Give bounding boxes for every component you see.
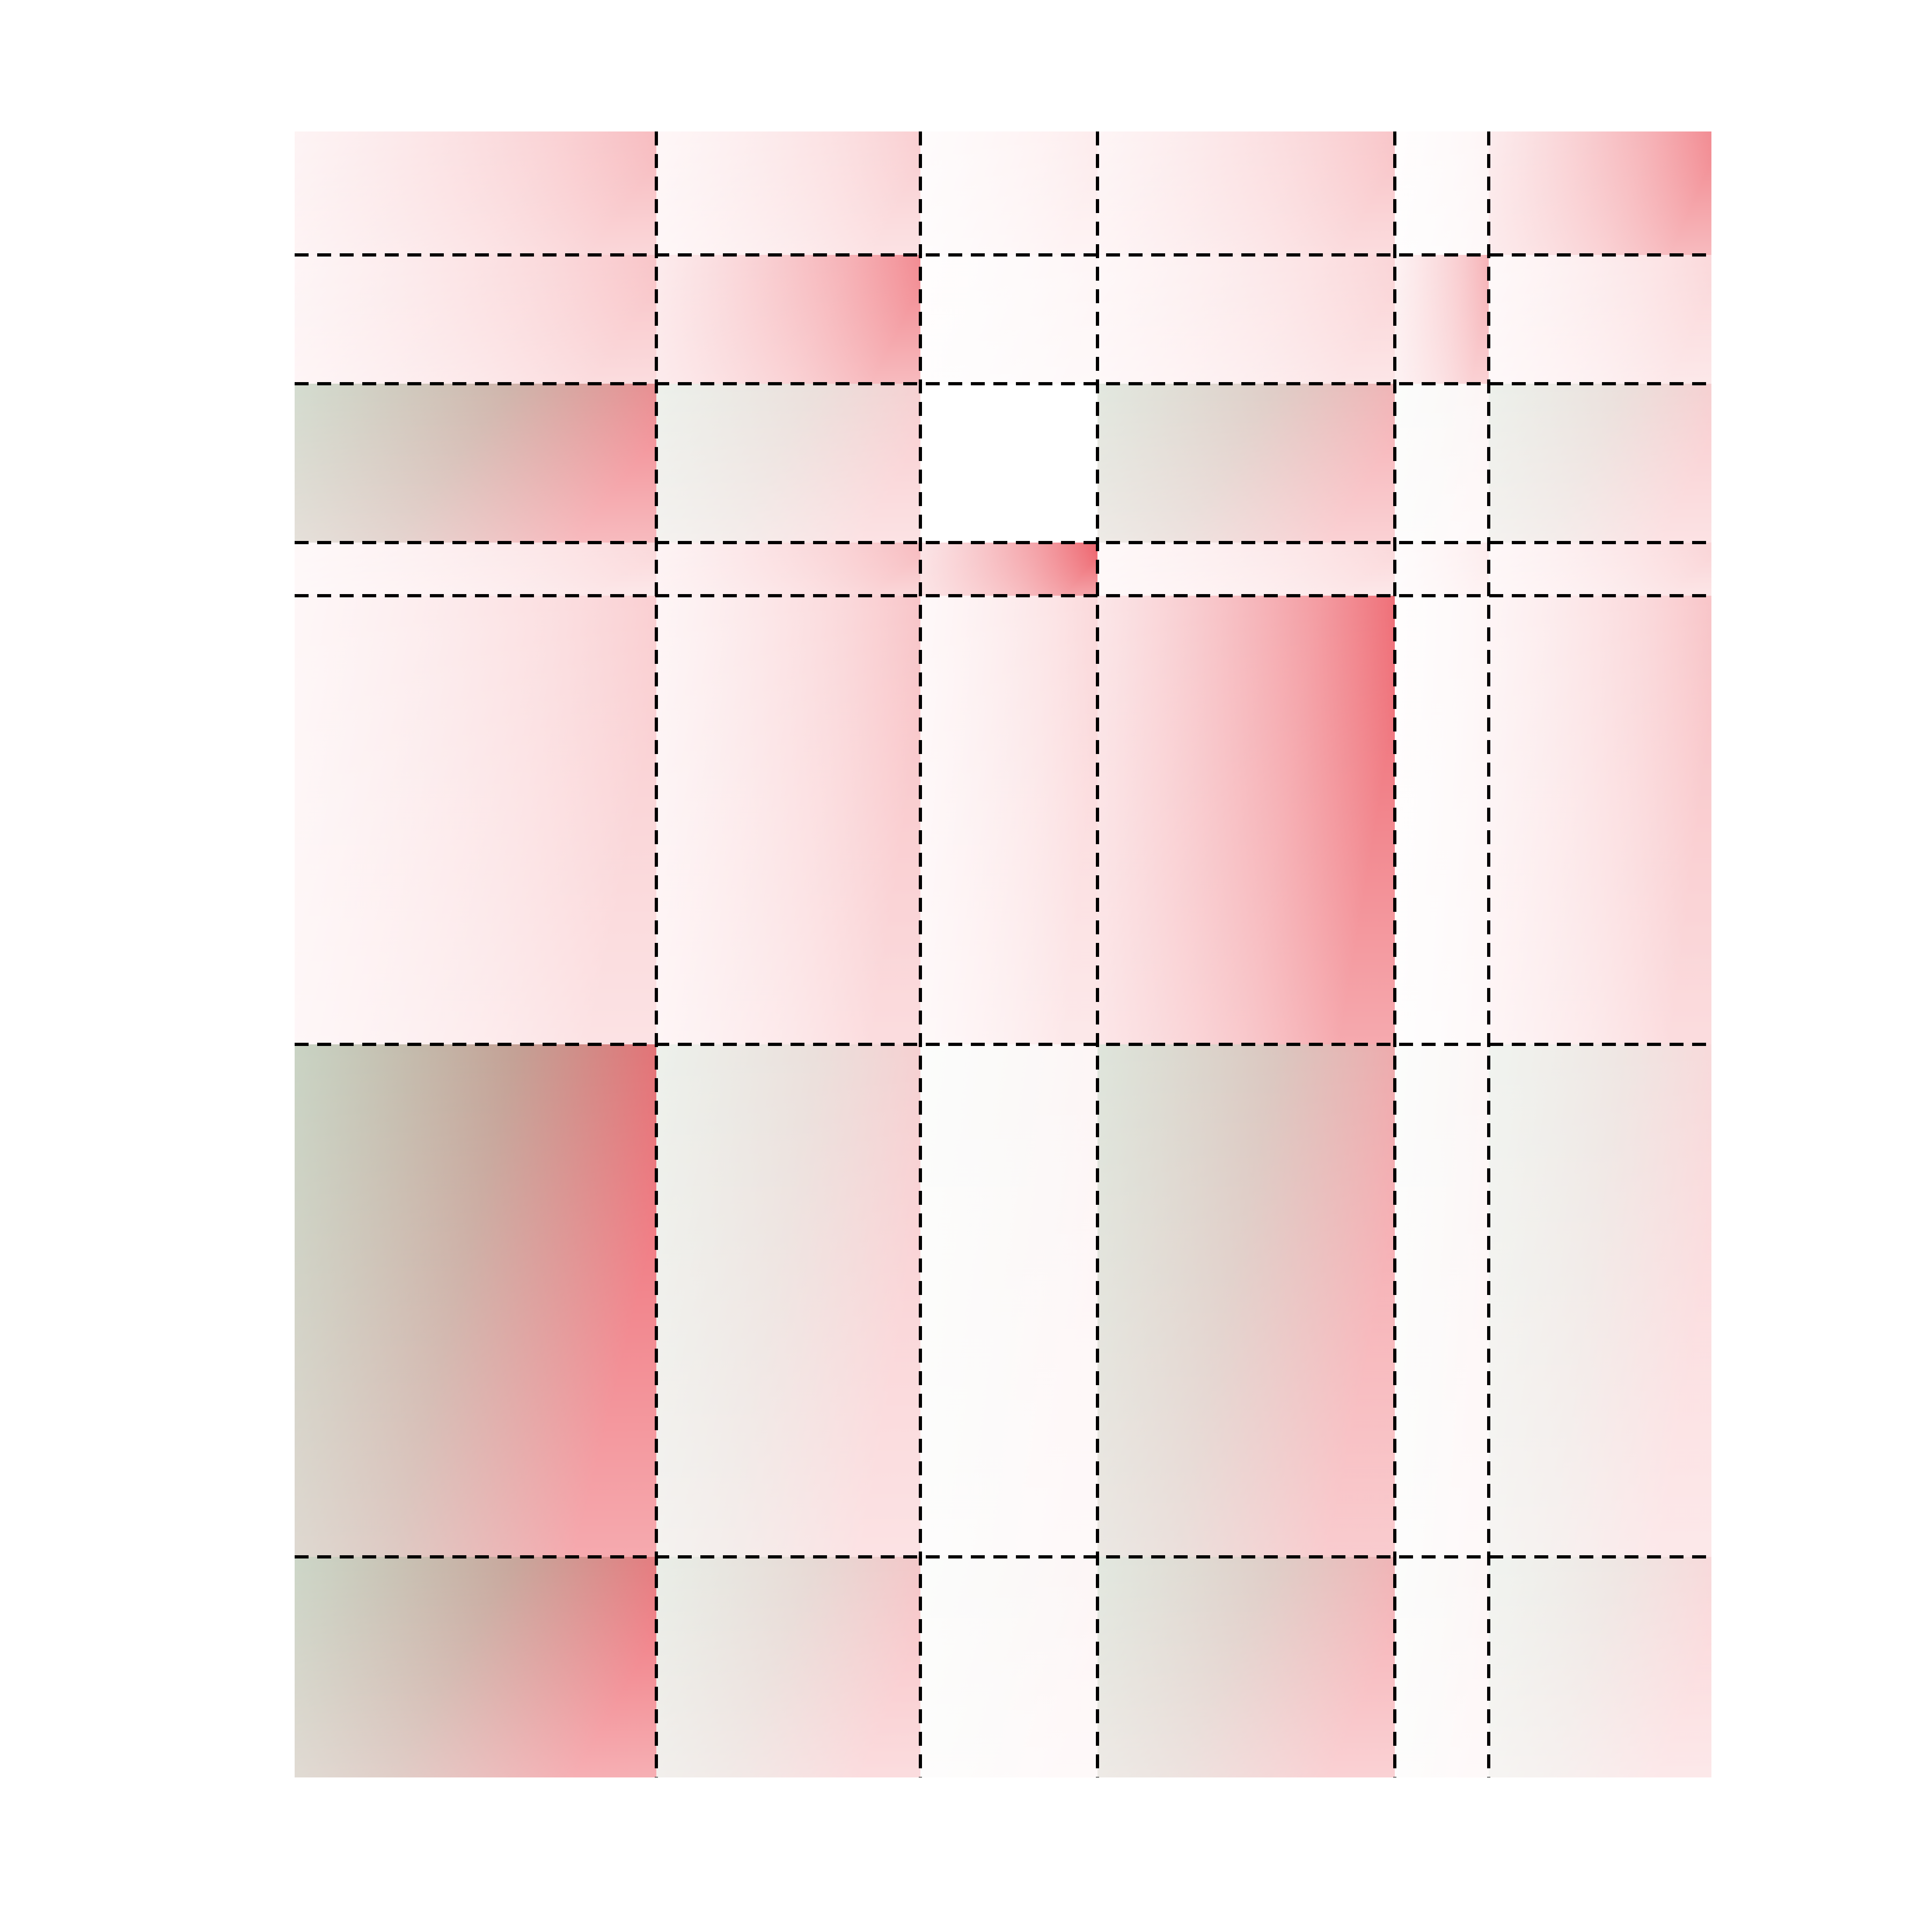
block-fade [295, 131, 656, 255]
block-fade [295, 384, 656, 543]
block-fade [656, 255, 920, 384]
block-fade [1097, 131, 1395, 255]
block-fade [920, 1557, 1097, 1777]
block-fade [1489, 1044, 1711, 1557]
cells [295, 131, 1711, 1777]
block-fade [920, 255, 1097, 384]
block-fade [656, 131, 920, 255]
block-fade [1395, 255, 1489, 384]
block-fade [656, 1044, 920, 1557]
block-fade [656, 543, 920, 596]
block-fade [295, 255, 656, 384]
block-fade [1395, 384, 1489, 543]
block-fade [295, 1557, 656, 1777]
block-fade [1395, 131, 1489, 255]
block-fade [1395, 1044, 1489, 1557]
block-fade [1489, 131, 1711, 255]
block-fade [656, 1557, 920, 1777]
block-fade [1097, 384, 1395, 543]
block-fade [1097, 1044, 1395, 1557]
block-fade [295, 596, 656, 1044]
block-fade [920, 596, 1097, 1044]
block-fade [1489, 596, 1711, 1044]
block-fade [1097, 1557, 1395, 1777]
block-fade [1489, 255, 1711, 384]
block-fade [656, 596, 920, 1044]
block-fade [295, 543, 656, 596]
block-fade [920, 543, 1097, 596]
block-fade [1395, 543, 1489, 596]
block-fade [1489, 384, 1711, 543]
block-fade [1489, 543, 1711, 596]
block-fade [1395, 1557, 1489, 1777]
separators [295, 131, 1711, 1777]
block-fade [1395, 596, 1489, 1044]
block-fade [920, 131, 1097, 255]
block-fade [920, 1044, 1097, 1557]
block-fade [1097, 255, 1395, 384]
block-fade [1097, 596, 1395, 1044]
block-fade [295, 1044, 656, 1557]
block-fade [1489, 1557, 1711, 1777]
block-fade [656, 384, 920, 543]
block-fade [1097, 543, 1395, 596]
